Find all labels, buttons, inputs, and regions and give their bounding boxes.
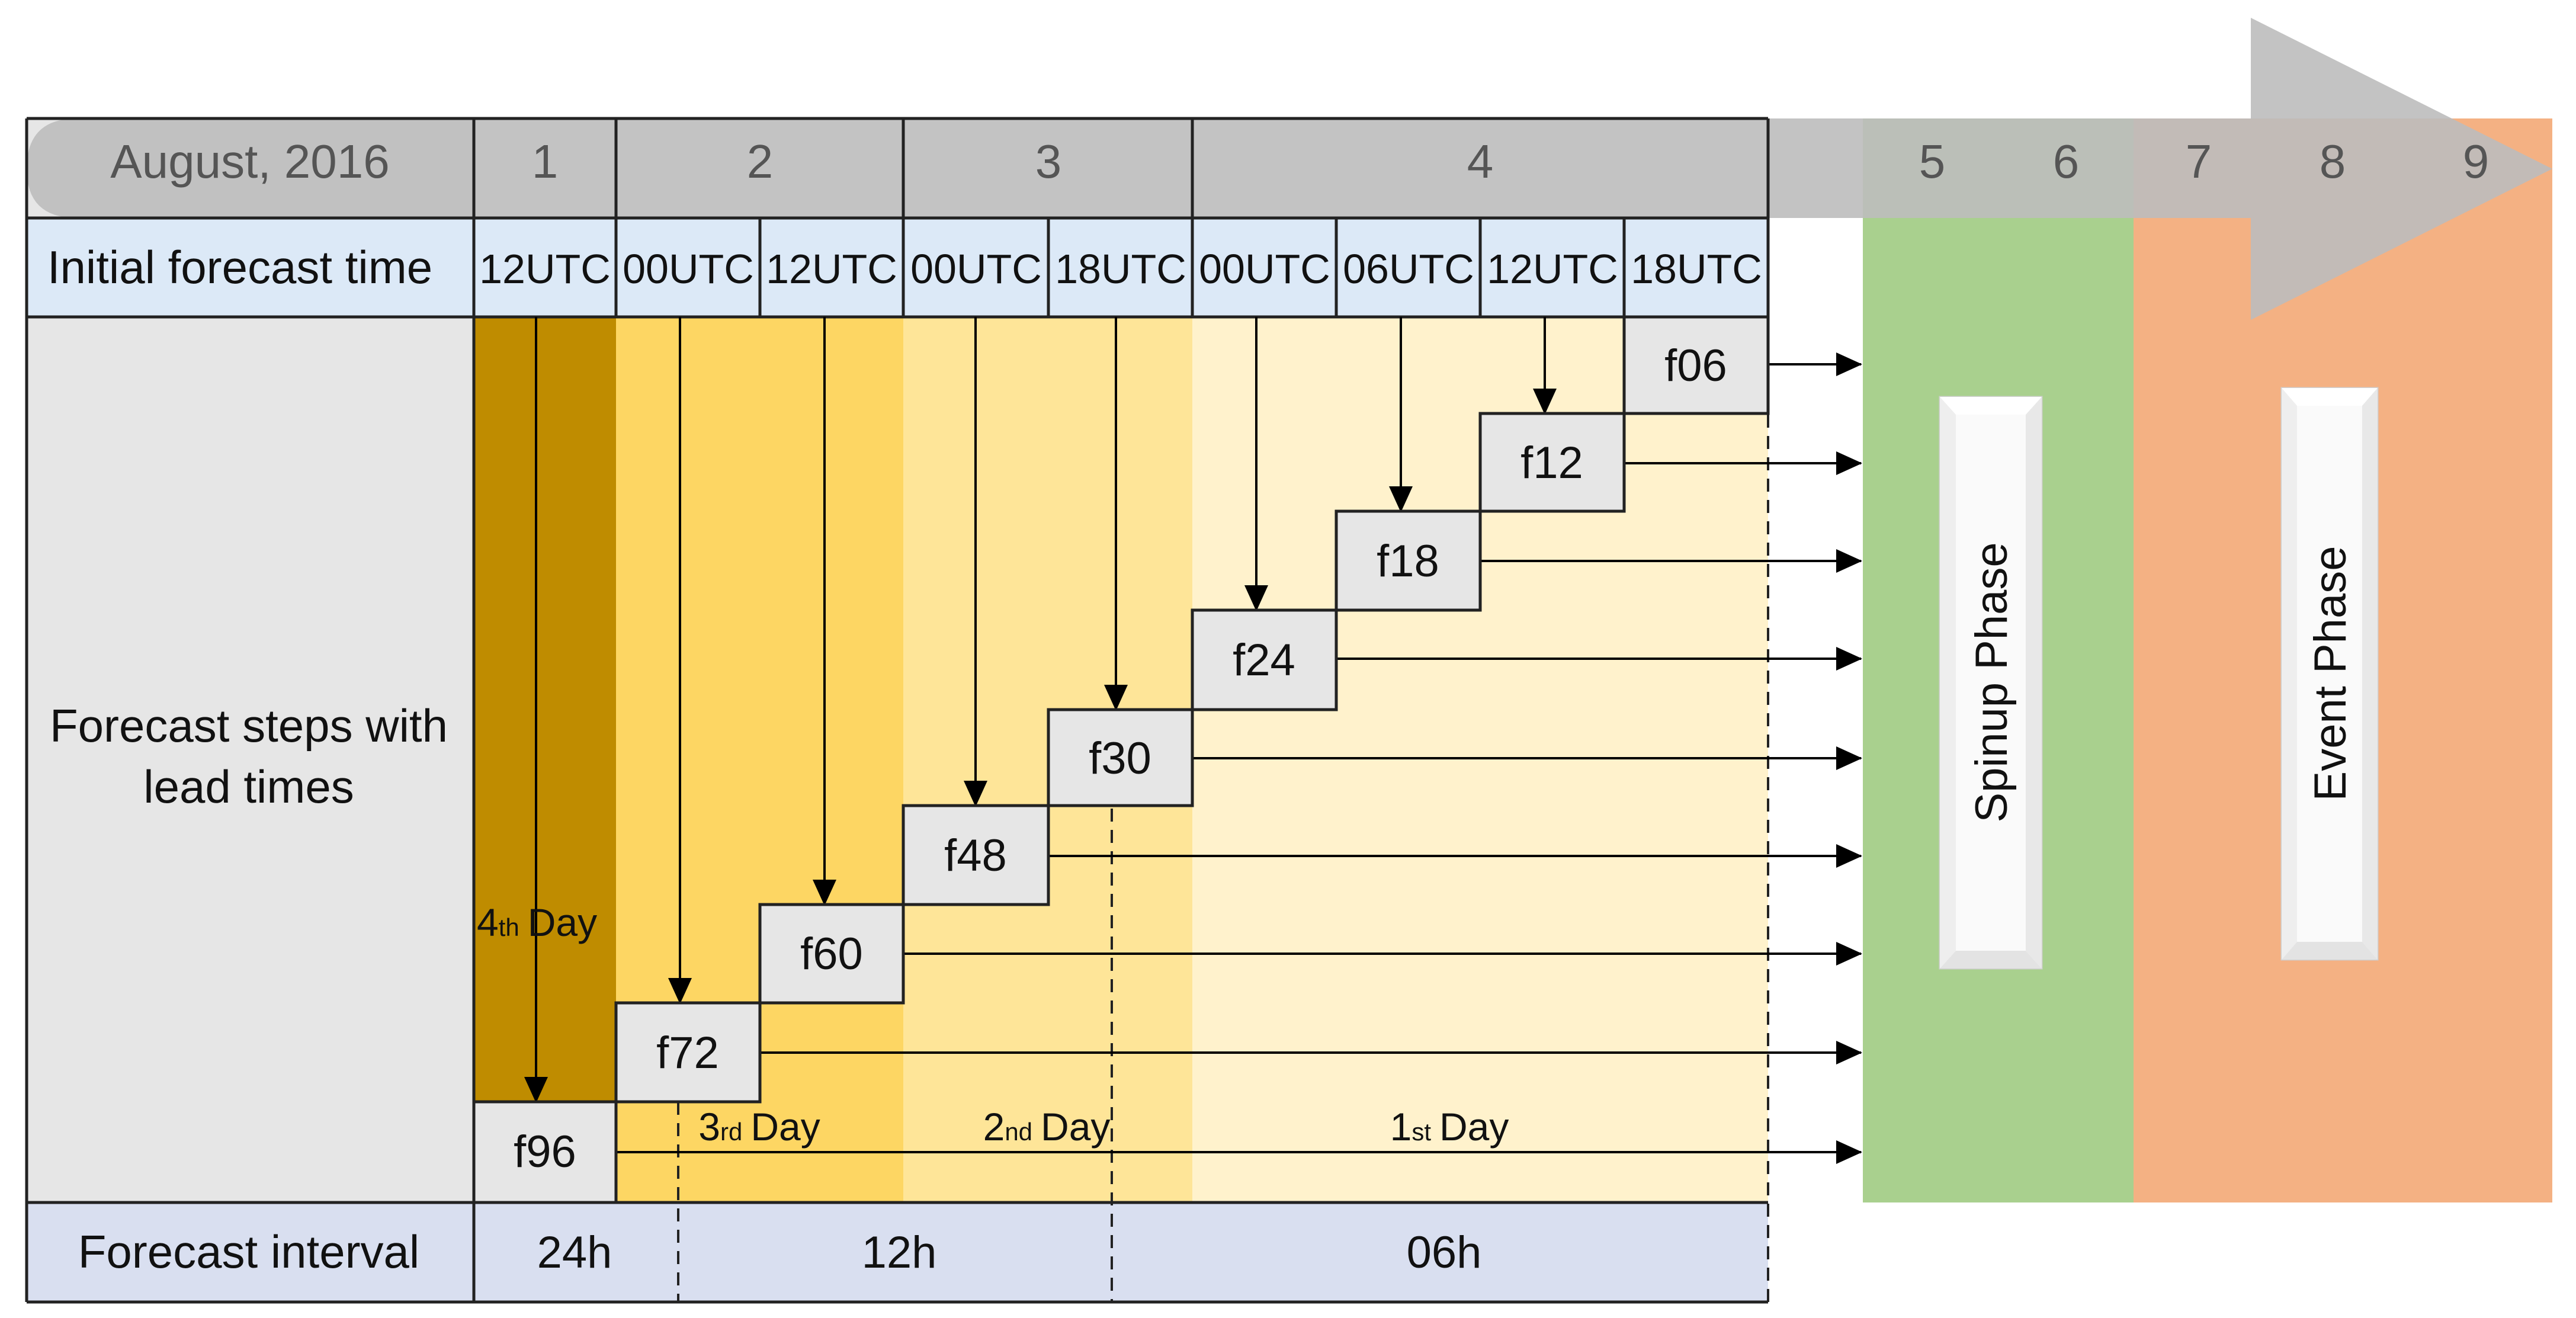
step-box-f06 bbox=[1622, 315, 1770, 415]
init-time-4: 00UTC bbox=[910, 246, 1042, 292]
day-number-7: 7 bbox=[2186, 135, 2212, 188]
event-phase-label: Event Phase bbox=[2305, 546, 2356, 801]
day-number-3: 3 bbox=[1035, 135, 1062, 188]
day-label-3rd: 3rd Day bbox=[698, 1105, 820, 1149]
init-time-6: 00UTC bbox=[1199, 246, 1330, 292]
init-time-row bbox=[474, 218, 1768, 317]
interval-row-label: Forecast interval bbox=[78, 1226, 420, 1278]
step-label-f24: f24 bbox=[1233, 635, 1295, 685]
interval-06h: 06h bbox=[1407, 1227, 1482, 1278]
day-label-2nd: 2nd Day bbox=[983, 1105, 1111, 1149]
day-number-4: 4 bbox=[1467, 135, 1494, 188]
init-time-3: 12UTC bbox=[766, 246, 897, 292]
interval-24h: 24h bbox=[537, 1227, 612, 1278]
step-label-f06: f06 bbox=[1664, 341, 1727, 391]
init-time-1: 12UTC bbox=[479, 246, 611, 292]
init-to-step-arrows bbox=[524, 317, 1557, 1103]
day-label-1st: 1st Day bbox=[1390, 1105, 1509, 1149]
day4-band bbox=[474, 317, 616, 1102]
init-time-7: 06UTC bbox=[1343, 246, 1474, 292]
step-box-f60 bbox=[758, 903, 905, 1005]
step-label-f60: f60 bbox=[800, 929, 863, 979]
day-number-1: 1 bbox=[532, 135, 559, 188]
step-label-f30: f30 bbox=[1089, 733, 1151, 784]
day-number-8: 8 bbox=[2320, 135, 2346, 188]
init-label-cell bbox=[27, 218, 474, 317]
day-number-6: 6 bbox=[2053, 135, 2080, 188]
spinup-phase-panel: Spinup Phase bbox=[1939, 396, 2043, 970]
step-label-f48: f48 bbox=[944, 830, 1007, 881]
step-label-f72: f72 bbox=[656, 1028, 719, 1078]
dashed-separators bbox=[677, 415, 1769, 1302]
step-label-f12: f12 bbox=[1520, 438, 1583, 488]
day-number-9: 9 bbox=[2463, 135, 2490, 188]
init-time-5: 18UTC bbox=[1055, 246, 1186, 292]
init-row-label: Initial forecast time bbox=[47, 241, 432, 293]
spinup-phase-label: Spinup Phase bbox=[1967, 542, 2017, 822]
step-label-f18: f18 bbox=[1377, 536, 1439, 586]
day-label-4th: 4th Day bbox=[477, 900, 597, 944]
month-label: August, 2016 bbox=[110, 135, 389, 188]
steps-row-label-line1: Forecast steps with bbox=[50, 700, 448, 752]
interval-row bbox=[27, 1202, 1768, 1302]
step-box-f24 bbox=[1191, 608, 1338, 711]
step-box-f30 bbox=[1047, 708, 1194, 807]
step-boxes bbox=[472, 315, 1770, 1204]
init-time-9: 18UTC bbox=[1631, 246, 1762, 292]
steps-row-label-line2: lead times bbox=[143, 761, 354, 813]
step-label-f96: f96 bbox=[514, 1127, 576, 1177]
day-number-5: 5 bbox=[1919, 135, 1946, 188]
event-phase-panel: Event Phase bbox=[2280, 387, 2379, 961]
step-to-spinup-arrows bbox=[616, 352, 1862, 1164]
init-time-8: 12UTC bbox=[1487, 246, 1618, 292]
step-box-f48 bbox=[902, 804, 1050, 906]
step-box-f12 bbox=[1478, 412, 1626, 513]
step-box-f96 bbox=[472, 1100, 618, 1204]
init-time-2: 00UTC bbox=[623, 246, 754, 292]
interval-12h: 12h bbox=[862, 1227, 937, 1278]
grid-lines bbox=[25, 118, 1770, 1304]
step-box-f18 bbox=[1334, 509, 1482, 612]
timeline-arrow bbox=[27, 18, 2552, 320]
day-number-2: 2 bbox=[747, 135, 774, 188]
step-box-f72 bbox=[614, 1001, 762, 1104]
